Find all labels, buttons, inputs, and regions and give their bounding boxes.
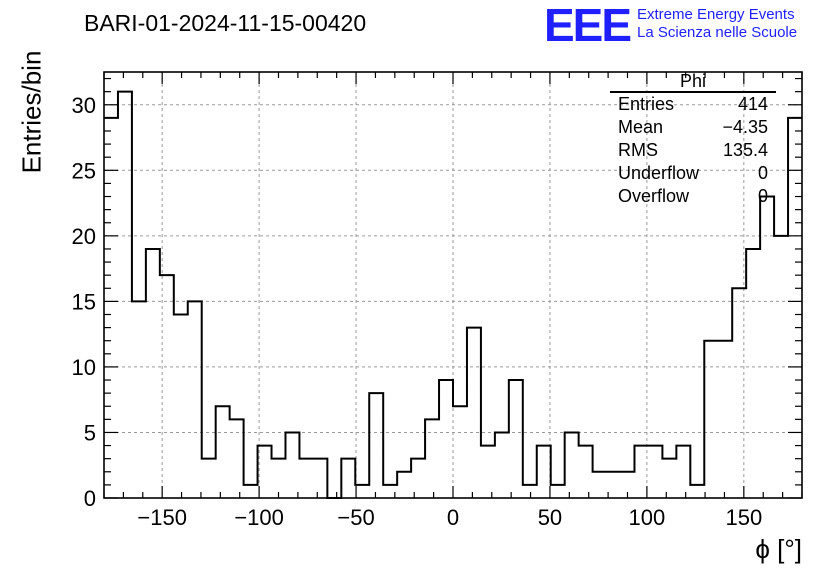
histogram-bin [704,341,718,498]
histogram-bin [648,446,662,498]
histogram-bin [509,380,523,498]
x-tick-label: 0 [447,505,459,530]
logo-line-1: Extreme Energy Events [637,6,795,23]
stats-row-overflow: Overflow 0 [610,185,776,208]
x-tick-label: −150 [137,505,187,530]
histogram-bin [146,249,160,498]
x-tick-label: 50 [538,505,562,530]
histogram-bin [230,419,244,498]
histogram-bin [341,459,355,498]
x-tick-label: 150 [725,505,762,530]
histogram-bin [244,485,258,498]
y-tick-label: 10 [72,355,96,380]
stats-title: Phi [610,72,776,93]
histogram-bin [523,485,537,498]
x-tick-label: −100 [234,505,284,530]
histogram-bin [355,485,369,498]
stats-value: −4.35 [722,117,768,137]
stats-value: 135.4 [722,140,768,160]
stats-box: Phi Entries 414 Mean −4.35 RMS 135.4 Und… [610,72,776,208]
histogram-bars [104,90,802,499]
stats-key: RMS [618,140,658,160]
histogram-bin [439,380,453,498]
histogram-bin [467,328,481,498]
stats-value: 0 [757,186,768,206]
histogram-bin [313,459,327,498]
histogram-bin [299,459,313,498]
y-axis-label: Entries/bin [16,50,47,174]
histogram-bin [174,314,188,498]
stats-row-mean: Mean −4.35 [610,116,776,139]
histogram-bin [551,485,565,498]
axis-ticks [103,72,803,499]
histogram-bin [593,472,607,498]
histogram-bin [202,459,216,498]
stats-row-underflow: Underflow 0 [610,162,776,185]
stats-value: 0 [757,163,768,183]
stats-row-entries: Entries 414 [610,93,776,116]
histogram-outline [104,90,802,499]
histogram-bin [676,446,690,498]
axis-tick-labels: −150 −100 −50 0 50 100 150 0 5 10 15 20 25 30 [72,93,763,530]
x-tick-label: 100 [629,505,666,530]
histogram-bin [132,301,146,498]
chart-title: BARI-01-2024-11-15-00420 [84,10,367,36]
y-tick-label: 20 [72,224,96,249]
histogram-bin [369,393,383,498]
stats-key: Underflow [618,163,700,183]
histogram-bin [453,406,467,498]
histogram-bin [425,419,439,498]
histogram-bin [411,459,425,498]
histogram-bin [760,197,774,498]
y-tick-label: 30 [72,93,96,118]
histogram-bin [104,118,118,498]
histogram-bin [285,432,299,498]
histogram-bin [495,432,509,498]
histogram-bin [118,92,132,498]
histogram-bin [746,249,760,498]
histogram-bin [662,459,676,498]
stats-key: Mean [618,117,664,137]
y-tick-label: 15 [72,289,96,314]
histogram-bin [397,472,411,498]
eee-logo: EEE [544,0,632,51]
stats-key: Entries [618,94,675,114]
logo-line-2: La Scienza nelle Scuole [637,24,798,41]
histogram-bin [565,432,579,498]
histogram-bin [537,446,551,498]
histogram-bin [216,406,230,498]
y-tick-label: 25 [72,158,96,183]
stats-row-rms: RMS 135.4 [610,139,776,162]
x-axis-label: ϕ [°] [755,534,802,564]
stats-value: 414 [737,94,768,114]
histogram-bin [718,341,732,498]
y-tick-label: 5 [84,420,96,445]
y-tick-label: 0 [84,486,96,511]
stats-key: Overflow [618,186,690,206]
histogram-bin [188,301,202,498]
histogram-bin [690,485,704,498]
histogram-bin [481,446,495,498]
histogram-bin [788,118,802,498]
x-tick-label: −50 [337,505,374,530]
histogram-bin [579,446,593,498]
